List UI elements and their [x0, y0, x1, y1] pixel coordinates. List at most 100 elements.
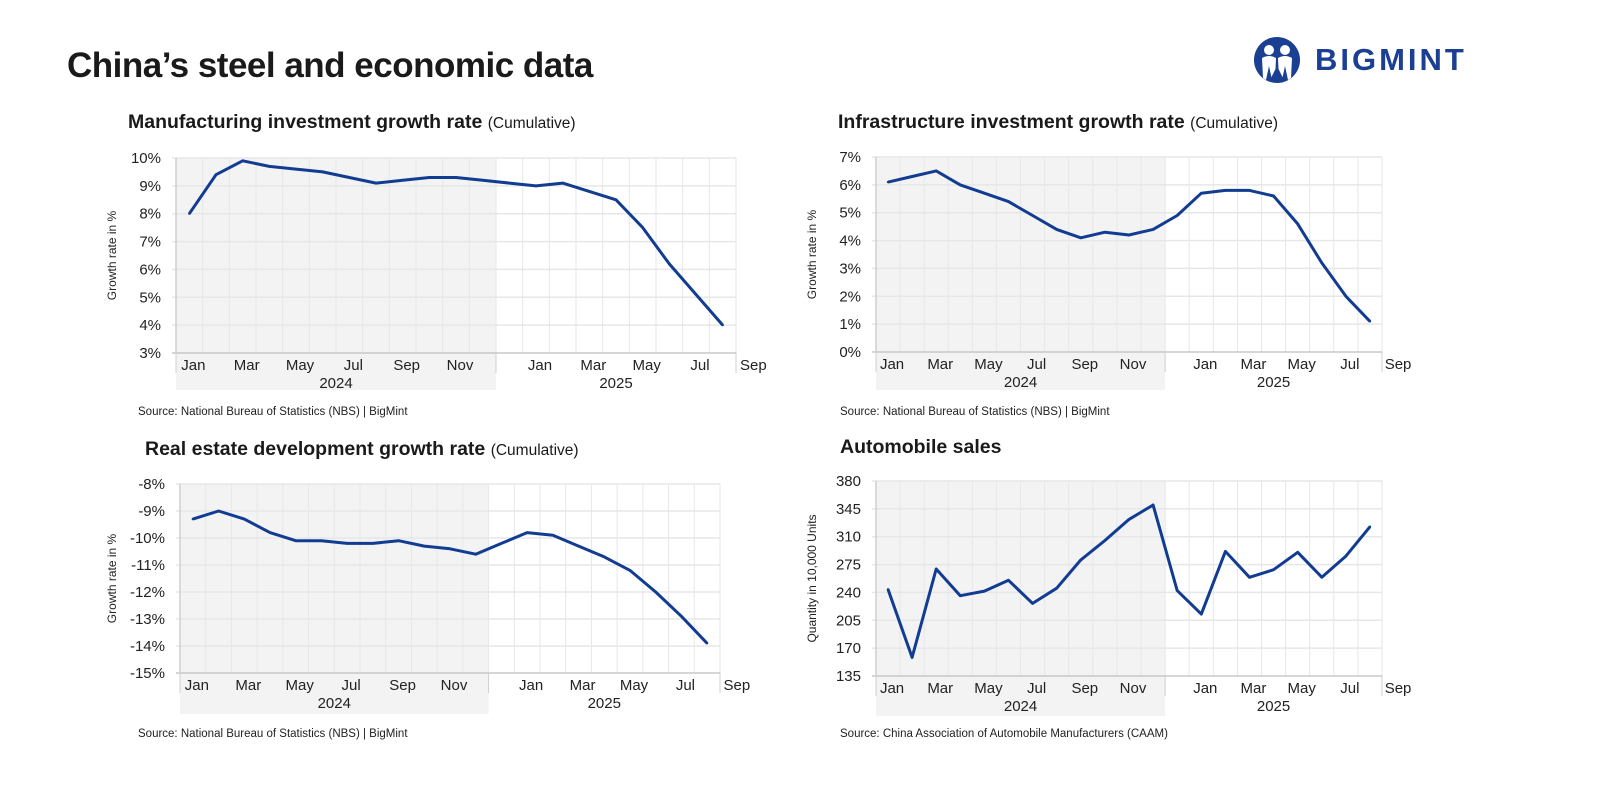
- data-point: [321, 170, 324, 174]
- y-tick-label: 380: [836, 473, 861, 490]
- bigmint-logo-text: BIGMINT: [1315, 42, 1467, 77]
- x-tick-label: Mar: [235, 677, 261, 694]
- data-point: [1272, 568, 1275, 571]
- bigmint-logo-icon: [1254, 37, 1300, 83]
- y-tick-label: 240: [836, 584, 861, 601]
- x-tick-label: Jul: [342, 677, 361, 694]
- x-tick-label: Jul: [1340, 680, 1359, 697]
- data-point: [1007, 200, 1010, 203]
- data-point: [935, 169, 938, 173]
- data-point: [1320, 576, 1323, 579]
- data-point: [705, 642, 709, 645]
- data-point: [983, 589, 986, 593]
- data-point: [1296, 551, 1299, 554]
- year-label: 2024: [318, 695, 351, 712]
- chart-title-real-estate: Real estate development growth rate (Cum…: [145, 438, 579, 461]
- data-point: [1248, 576, 1251, 579]
- x-tick-label: May: [286, 677, 315, 694]
- data-point: [500, 542, 503, 545]
- y-tick-label: -15%: [130, 665, 165, 682]
- data-point: [1055, 587, 1058, 590]
- data-point: [1320, 261, 1323, 265]
- data-point: [243, 517, 246, 521]
- x-tick-label: May: [974, 356, 1003, 373]
- chart-title-automobile: Automobile sales: [840, 436, 1001, 459]
- y-tick-label: 6%: [139, 261, 161, 278]
- data-point: [910, 175, 914, 178]
- data-point: [188, 212, 191, 215]
- x-tick-label: Sep: [389, 677, 416, 694]
- y-tick-label: 10%: [131, 150, 161, 167]
- data-point: [374, 181, 378, 185]
- y-tick-label: 310: [836, 529, 861, 546]
- data-point: [217, 509, 220, 513]
- chart-subtitle: (Cumulative): [490, 442, 579, 459]
- y-tick-label: 0%: [839, 344, 861, 361]
- page-title: China’s steel and economic data: [67, 46, 593, 85]
- x-tick-label: Jan: [1193, 680, 1217, 697]
- x-tick-label: May: [632, 357, 661, 374]
- data-point: [959, 594, 962, 597]
- data-point: [481, 179, 484, 182]
- y-tick-label: -10%: [130, 530, 165, 547]
- y-axis-label: Quantity in 10,000 Units: [805, 514, 819, 642]
- data-point: [423, 544, 426, 548]
- y-tick-label: 7%: [839, 149, 861, 166]
- y-tick-label: 275: [836, 557, 861, 574]
- y-tick-label: 4%: [839, 233, 861, 250]
- data-point: [551, 534, 555, 537]
- data-point: [1368, 320, 1372, 323]
- x-tick-label: Jan: [519, 677, 543, 694]
- x-tick-label: May: [974, 680, 1003, 697]
- data-point: [983, 192, 986, 195]
- data-point: [641, 226, 644, 229]
- data-point: [935, 567, 938, 571]
- x-tick-label: Nov: [1120, 356, 1147, 373]
- data-point: [1248, 189, 1251, 192]
- year-label: 2025: [599, 375, 632, 392]
- data-point: [320, 539, 323, 542]
- x-tick-label: Jul: [344, 357, 363, 374]
- x-tick-label: Mar: [927, 680, 953, 697]
- data-point: [628, 569, 632, 572]
- chart-title-manufacturing: Manufacturing investment growth rate (Cu…: [128, 111, 576, 134]
- data-point: [577, 544, 580, 548]
- chart-title: Manufacturing investment growth rate: [128, 111, 483, 133]
- data-point: [371, 542, 375, 545]
- y-tick-label: 5%: [839, 205, 861, 222]
- source-note: Source: National Bureau of Statistics (N…: [840, 406, 1110, 418]
- data-point: [1151, 228, 1155, 231]
- data-point: [1031, 214, 1034, 217]
- x-tick-label: Sep: [1071, 356, 1098, 373]
- data-point: [910, 656, 914, 659]
- chart-title: Real estate development growth rate: [145, 438, 486, 460]
- y-tick-label: 170: [836, 640, 861, 657]
- x-tick-label: May: [1287, 356, 1316, 373]
- data-point: [1079, 558, 1083, 562]
- x-tick-label: May: [620, 677, 649, 694]
- year-label: 2025: [1257, 698, 1290, 715]
- data-point: [886, 588, 890, 591]
- x-tick-label: Mar: [234, 357, 260, 374]
- chart-subtitle: (Cumulative): [487, 115, 576, 132]
- x-tick-label: Sep: [393, 357, 420, 374]
- y-tick-label: 2%: [839, 288, 861, 305]
- y-tick-label: 3%: [139, 345, 161, 362]
- bigmint-logo: BIGMINT: [1253, 36, 1467, 84]
- y-tick-label: -9%: [138, 503, 165, 520]
- data-point: [1127, 518, 1131, 521]
- data-point: [1200, 192, 1203, 195]
- data-point: [474, 553, 477, 556]
- data-point: [268, 531, 272, 534]
- y-axis-label: Growth rate in %: [805, 209, 819, 299]
- data-point: [1200, 612, 1203, 616]
- data-point: [959, 183, 962, 187]
- data-point: [397, 539, 400, 542]
- year-label: 2024: [1004, 698, 1037, 715]
- x-tick-label: Sep: [740, 357, 767, 374]
- x-tick-label: Jan: [528, 357, 552, 374]
- data-point: [603, 555, 606, 559]
- data-point: [1079, 236, 1083, 239]
- data-point: [588, 190, 591, 193]
